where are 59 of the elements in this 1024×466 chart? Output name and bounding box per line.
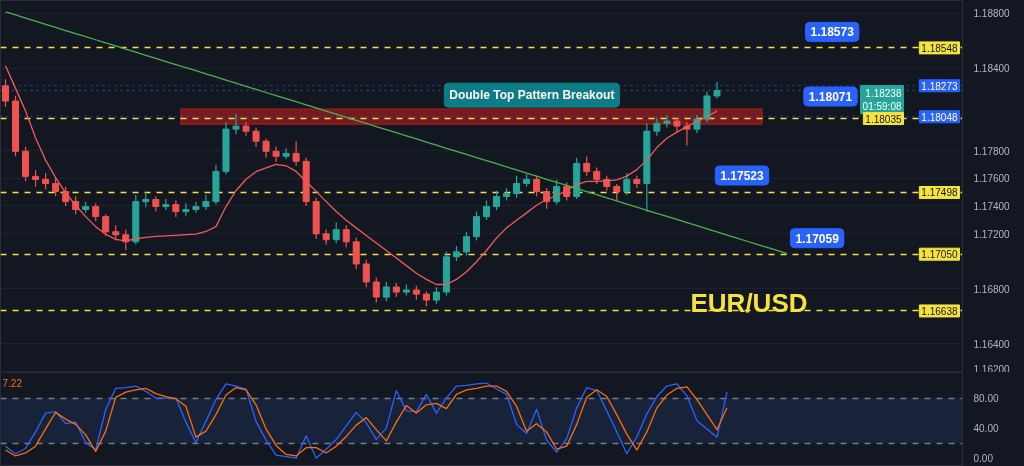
annotation: 1.18573 xyxy=(810,25,855,40)
candlestick xyxy=(513,175,521,199)
ref-line-label: 1.16638 xyxy=(921,305,958,317)
candlestick xyxy=(332,221,340,244)
y-tick-label: 1.18800 xyxy=(973,8,1011,20)
ref-line-label: 1.18238 01:59:08 xyxy=(862,87,902,112)
candlestick xyxy=(182,202,190,217)
candlestick xyxy=(493,190,501,211)
candlestick xyxy=(472,210,480,242)
candlestick xyxy=(202,194,210,211)
ref-line-label: 1.18048 xyxy=(921,111,958,123)
candlestick xyxy=(2,78,10,108)
line-series xyxy=(4,65,718,286)
ref-line-label: 1.18273 xyxy=(921,80,958,92)
candlestick xyxy=(252,126,260,148)
candlestick xyxy=(583,155,591,177)
candlestick xyxy=(232,113,240,135)
y-tick-label: 1.17800 xyxy=(973,145,1011,157)
candlestick xyxy=(272,146,280,163)
candlestick xyxy=(462,231,470,257)
candlestick xyxy=(102,213,110,237)
candlestick xyxy=(172,199,180,218)
candlestick xyxy=(713,81,721,100)
candlestick xyxy=(372,277,380,303)
candlestick xyxy=(623,172,631,196)
y-tick-label: 1.18400 xyxy=(973,63,1011,75)
annotation: 7.22 xyxy=(2,377,23,389)
text: 1.18071 xyxy=(808,90,853,104)
y-tick-label: 0.00 xyxy=(973,453,994,465)
annotation: 1.17523 xyxy=(720,169,764,184)
annotation: Double Top Pattern Breakout xyxy=(449,88,615,103)
candlestick xyxy=(483,199,491,221)
candlestick xyxy=(382,281,390,302)
text: EUR/USD xyxy=(690,287,808,318)
y-tick-label: 1.17200 xyxy=(973,228,1011,240)
candlestick xyxy=(533,175,541,197)
candlestick xyxy=(663,114,671,129)
candlestick xyxy=(553,179,561,206)
ref-line-label: 1.17050 xyxy=(921,249,958,261)
candlestick xyxy=(703,91,711,123)
y-tick-label: 1.17400 xyxy=(973,200,1011,212)
candlestick xyxy=(342,224,350,248)
y-tick-label: 40.00 xyxy=(973,423,999,435)
candlestick xyxy=(262,137,270,159)
candlestick xyxy=(282,147,290,160)
y-tick-label: 1.16200 xyxy=(973,363,1011,375)
ref-line-label: 1.17498 xyxy=(921,187,958,199)
candlestick xyxy=(292,140,300,167)
ref-line-label: 1.18035 xyxy=(865,113,902,125)
ref-line-label: 1.18548 xyxy=(921,42,958,54)
y-tick-label: 80.00 xyxy=(973,393,999,405)
y-tick-label: 1.17600 xyxy=(973,173,1011,185)
y-tick-label: 1.16400 xyxy=(973,338,1011,350)
candlestick xyxy=(192,201,200,214)
y-tick-label: 1.16800 xyxy=(973,283,1011,295)
candlestick xyxy=(362,259,370,288)
line-series xyxy=(4,11,788,255)
candlestick xyxy=(352,237,360,270)
annotation: 1.17059 xyxy=(795,231,840,246)
